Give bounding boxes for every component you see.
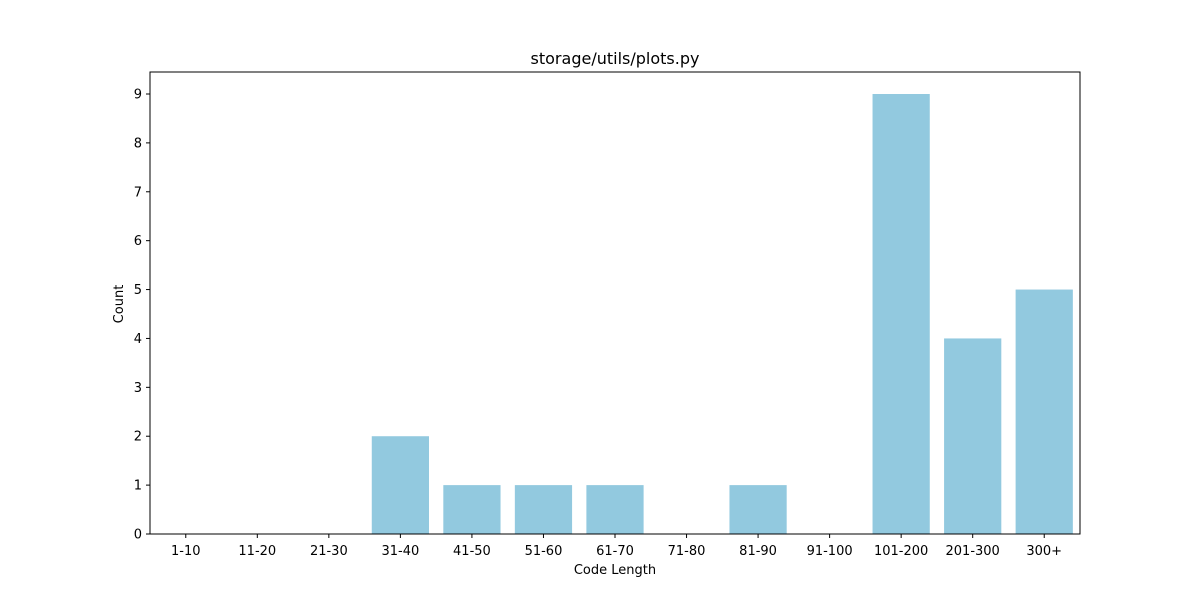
x-tick-label: 51-60 bbox=[525, 544, 563, 559]
bar-51-60 bbox=[514, 485, 573, 534]
x-tick-label: 81-90 bbox=[739, 544, 777, 559]
y-axis-label: Count bbox=[112, 285, 127, 324]
y-tick-label: 4 bbox=[134, 332, 142, 347]
bar-300+ bbox=[1015, 289, 1073, 534]
x-tick-label: 1-10 bbox=[171, 544, 201, 559]
plot-frame bbox=[149, 71, 1081, 535]
x-axis-label: Code Length bbox=[574, 563, 656, 578]
y-tick-label: 9 bbox=[134, 88, 142, 103]
x-tick-label: 41-50 bbox=[453, 544, 491, 559]
bar-81-90 bbox=[729, 485, 787, 534]
y-tick-label: 3 bbox=[134, 381, 142, 396]
x-tick-label: 21-30 bbox=[310, 544, 348, 559]
x-tick-label: 300+ bbox=[1026, 544, 1062, 559]
bar-101-200 bbox=[872, 94, 930, 534]
x-tick-label: 101-200 bbox=[874, 544, 928, 559]
x-axis-ticks: 1-10 11-20 21-30 31-40 41-50 51-60 61-70 71-80 8… bbox=[171, 534, 1062, 559]
x-tick-label: 201-300 bbox=[946, 544, 1000, 559]
x-tick-label: 61-70 bbox=[596, 544, 634, 559]
y-tick-label: 1 bbox=[134, 479, 142, 494]
y-tick-label: 7 bbox=[134, 185, 142, 200]
x-tick-label: 11-20 bbox=[238, 544, 276, 559]
bars-group bbox=[371, 94, 1073, 534]
bar-31-40 bbox=[371, 436, 429, 534]
bar-61-70 bbox=[586, 485, 644, 534]
bar-41-50 bbox=[443, 485, 501, 534]
bar-201-300 bbox=[944, 338, 1002, 534]
y-axis-ticks: 0 1 2 3 4 5 6 7 8 9 bbox=[134, 88, 150, 543]
x-tick-label: 91-100 bbox=[807, 544, 853, 559]
x-tick-label: 71-80 bbox=[668, 544, 706, 559]
chart-title: storage/utils/plots.py bbox=[531, 49, 700, 68]
y-tick-label: 5 bbox=[134, 283, 142, 298]
y-tick-label: 2 bbox=[134, 430, 142, 445]
y-tick-label: 0 bbox=[134, 528, 142, 543]
y-tick-label: 6 bbox=[134, 234, 142, 249]
y-tick-label: 8 bbox=[134, 136, 142, 151]
x-tick-label: 31-40 bbox=[381, 544, 419, 559]
